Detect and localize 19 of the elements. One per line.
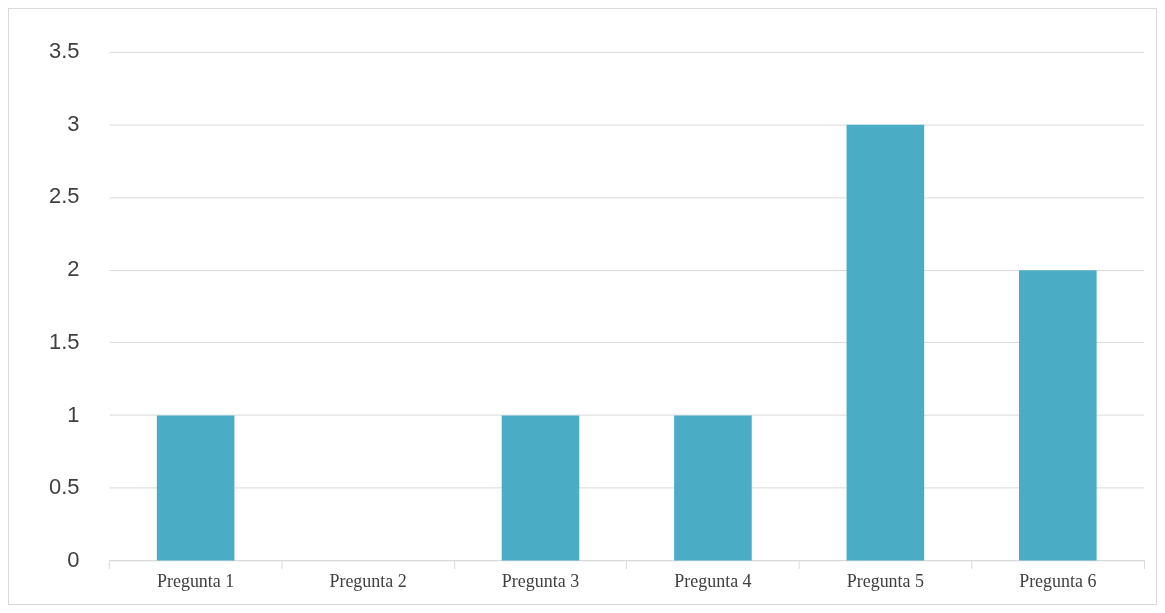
y-tick-label: 3.5 (48, 38, 80, 64)
x-tick-label: Pregunta 4 (674, 571, 752, 592)
bar (846, 124, 925, 561)
bar (156, 415, 235, 561)
bar (501, 415, 580, 561)
y-tick-label: 0.5 (48, 474, 80, 500)
y-tick-label: 0 (67, 547, 80, 572)
y-tick-label: 1 (67, 401, 80, 427)
y-tick-label: 2 (67, 256, 80, 282)
y-tick-label: 1.5 (48, 328, 80, 354)
x-tick-label: Pregunta 2 (329, 571, 407, 592)
bar (674, 415, 752, 561)
y-tick-label: 2.5 (48, 183, 80, 209)
x-tick-label: Pregunta 3 (501, 571, 580, 592)
x-tick-label: Pregunta 5 (846, 571, 925, 592)
y-tick-label: 3 (67, 110, 80, 136)
bar (1019, 270, 1097, 561)
x-tick-label: Pregunta 1 (156, 571, 235, 592)
x-tick-label: Pregunta 6 (1019, 571, 1097, 592)
